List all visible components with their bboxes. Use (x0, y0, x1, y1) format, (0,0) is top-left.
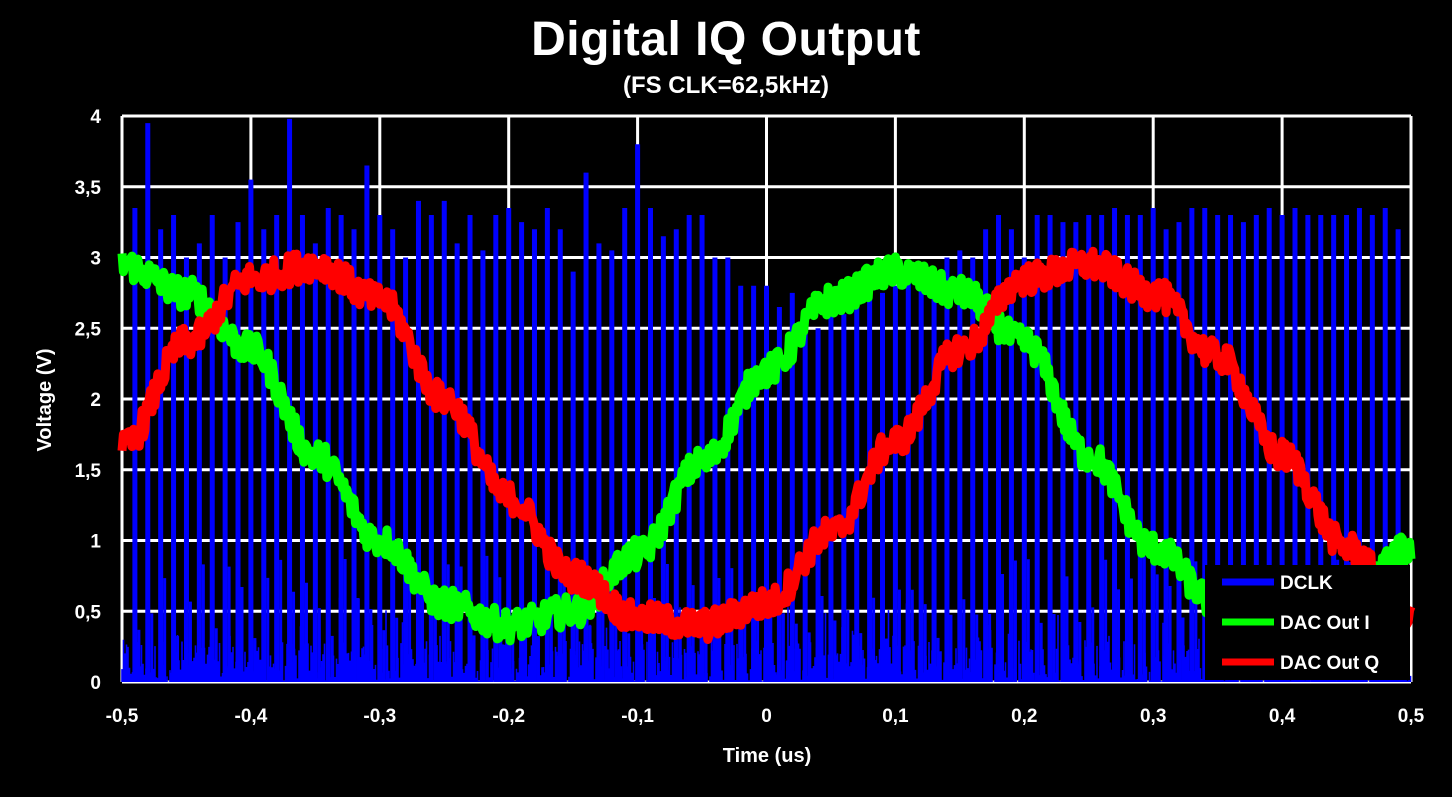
series-dac-out-q (117, 246, 1416, 644)
x-axis-label: Time (us) (723, 745, 812, 767)
x-tick-label: -0,4 (235, 706, 268, 727)
y-tick-label: 4 (90, 107, 101, 128)
y-tick-label: 0 (90, 673, 101, 694)
legend-label-dclk: DCLK (1280, 573, 1333, 594)
dac-out-q-line (117, 246, 1416, 644)
legend: DCLK DAC Out I DAC Out Q (1205, 565, 1410, 680)
legend-label-dac-out-q: DAC Out Q (1280, 653, 1379, 674)
y-tick-label: 0,5 (75, 602, 102, 623)
x-tick-label: 0,2 (1011, 706, 1037, 727)
x-tick-label: -0,3 (363, 706, 396, 727)
chart-subtitle: (FS CLK=62,5kHz) (622, 72, 830, 99)
y-tick-label: 2,5 (75, 319, 102, 340)
x-tick-label: -0,1 (621, 706, 654, 727)
dac-out-i-line (117, 251, 1416, 646)
y-tick-label: 3,5 (75, 178, 102, 199)
series-dac-out-i (117, 251, 1416, 646)
tick-labels: -0,5 -0,4 -0,3 -0,2 -0,1 0 0,1 0,2 0,3 0,4 0,5 0 0,5… (75, 107, 1425, 727)
y-axis-label: Voltage (V) (34, 349, 56, 452)
y-tick-label: 3 (90, 249, 101, 270)
y-tick-label: 1 (90, 532, 101, 553)
chart-title: Digital IQ Output (531, 13, 921, 66)
legend-label-dac-out-i: DAC Out I (1280, 613, 1370, 634)
y-tick-label: 1,5 (75, 461, 102, 482)
x-tick-label: -0,2 (492, 706, 525, 727)
x-tick-label: 0,4 (1269, 706, 1296, 727)
x-tick-label: -0,5 (106, 706, 139, 727)
x-tick-label: 0,5 (1398, 706, 1425, 727)
x-tick-label: 0 (761, 706, 772, 727)
x-tick-label: 0,1 (882, 706, 909, 727)
y-tick-label: 2 (90, 390, 101, 411)
x-tick-label: 0,3 (1140, 706, 1166, 727)
